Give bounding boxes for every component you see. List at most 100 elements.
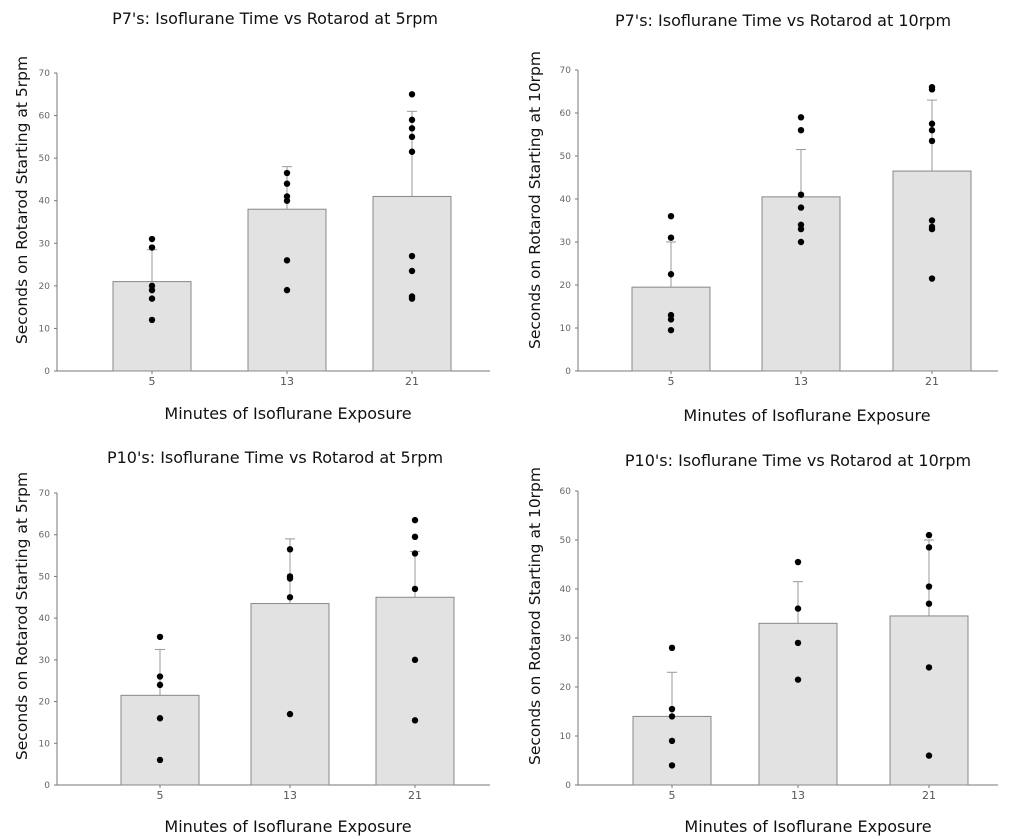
x-axis-label: Minutes of Isoflurane Exposure bbox=[164, 404, 411, 423]
data-point bbox=[797, 114, 805, 121]
data-point bbox=[283, 169, 291, 177]
chart-title: P10's: Isoflurane Time vs Rotarod at 10r… bbox=[625, 451, 971, 470]
data-point bbox=[668, 762, 676, 769]
bar-21 bbox=[889, 615, 969, 786]
data-point bbox=[286, 594, 294, 601]
data-point bbox=[411, 516, 419, 524]
data-point bbox=[667, 326, 675, 334]
data-point bbox=[667, 213, 675, 220]
data-point bbox=[797, 127, 805, 134]
data-point bbox=[148, 295, 156, 302]
data-point bbox=[286, 575, 294, 582]
data-point bbox=[928, 225, 936, 233]
x-tick-label: 21 bbox=[408, 789, 422, 802]
y-tick-label: 0 bbox=[565, 367, 571, 377]
data-point bbox=[156, 715, 164, 722]
data-point bbox=[925, 531, 933, 539]
data-point bbox=[408, 116, 416, 124]
data-point bbox=[667, 271, 675, 278]
data-point bbox=[411, 717, 419, 724]
y-tick-label: 40 bbox=[560, 195, 572, 205]
data-point bbox=[156, 673, 164, 680]
y-tick-label: 20 bbox=[560, 281, 572, 291]
chart-title: P7's: Isoflurane Time vs Rotarod at 10rp… bbox=[615, 11, 951, 30]
data-point bbox=[148, 235, 156, 243]
data-point bbox=[286, 546, 294, 553]
y-tick-label: 30 bbox=[39, 239, 51, 249]
data-point bbox=[283, 286, 291, 294]
data-point bbox=[797, 238, 805, 246]
data-point bbox=[667, 316, 675, 323]
y-axis-label: Seconds on Rotarod Starting at 10rpm bbox=[526, 467, 544, 765]
x-tick-label: 13 bbox=[280, 375, 294, 388]
bar-21 bbox=[375, 596, 455, 786]
data-point bbox=[283, 257, 291, 264]
y-tick-label: 10 bbox=[560, 732, 572, 742]
bar-21 bbox=[892, 170, 972, 372]
data-point bbox=[411, 533, 419, 540]
x-axis-label: Minutes of Isoflurane Exposure bbox=[683, 406, 930, 425]
data-point bbox=[408, 148, 416, 155]
x-tick-label: 21 bbox=[925, 375, 939, 388]
y-tick-label: 20 bbox=[39, 282, 51, 292]
data-point bbox=[928, 86, 936, 93]
chart-p10-5rpm-svg: P10's: Isoflurane Time vs Rotarod at 5rp… bbox=[13, 448, 490, 836]
y-tick-label: 10 bbox=[39, 739, 51, 749]
data-point bbox=[283, 197, 291, 204]
y-tick-label: 30 bbox=[560, 634, 572, 644]
bar-5 bbox=[112, 281, 192, 372]
data-point bbox=[794, 605, 802, 612]
x-tick-label: 13 bbox=[283, 789, 297, 802]
data-point bbox=[797, 204, 805, 211]
data-point bbox=[928, 137, 936, 145]
data-point bbox=[408, 133, 416, 141]
data-point bbox=[668, 644, 676, 651]
data-point bbox=[148, 286, 156, 294]
data-point bbox=[408, 267, 416, 275]
bar-5 bbox=[632, 715, 712, 786]
data-point bbox=[408, 252, 416, 260]
x-axis-label: Minutes of Isoflurane Exposure bbox=[164, 817, 411, 836]
y-tick-label: 0 bbox=[44, 781, 50, 791]
data-point bbox=[925, 600, 933, 607]
y-tick-label: 70 bbox=[39, 489, 51, 499]
x-tick-label: 21 bbox=[405, 375, 419, 388]
bar-21 bbox=[372, 195, 452, 372]
y-tick-label: 10 bbox=[560, 324, 572, 334]
bar-13 bbox=[250, 603, 330, 786]
x-tick-label: 13 bbox=[794, 375, 808, 388]
data-point bbox=[928, 120, 936, 127]
data-point bbox=[668, 705, 676, 713]
y-tick-label: 70 bbox=[560, 66, 572, 76]
y-tick-label: 0 bbox=[565, 781, 571, 791]
data-point bbox=[411, 550, 419, 557]
bar-13 bbox=[758, 622, 838, 786]
bar-5 bbox=[120, 694, 200, 786]
chart-p7-5rpm: P7's: Isoflurane Time vs Rotarod at 5rpm… bbox=[0, 0, 500, 430]
data-point bbox=[283, 180, 291, 187]
x-axis-label: Minutes of Isoflurane Exposure bbox=[684, 817, 931, 836]
y-tick-label: 50 bbox=[560, 536, 572, 546]
data-point bbox=[925, 664, 933, 671]
data-point bbox=[667, 234, 675, 241]
y-tick-label: 30 bbox=[39, 656, 51, 666]
y-axis-label: Seconds on Rotarod Starting at 5rpm bbox=[13, 472, 31, 760]
data-point bbox=[156, 681, 164, 689]
data-point bbox=[794, 676, 802, 683]
data-point bbox=[408, 295, 416, 302]
y-tick-label: 40 bbox=[39, 614, 51, 624]
data-point bbox=[668, 713, 676, 720]
data-point bbox=[408, 91, 416, 98]
data-point bbox=[797, 225, 805, 233]
data-point bbox=[286, 710, 294, 718]
data-point bbox=[668, 737, 676, 745]
data-point bbox=[156, 633, 164, 641]
y-tick-label: 60 bbox=[560, 109, 572, 119]
x-tick-label: 5 bbox=[149, 375, 156, 388]
y-tick-label: 60 bbox=[39, 531, 51, 541]
y-tick-label: 20 bbox=[560, 683, 572, 693]
y-tick-label: 70 bbox=[39, 69, 51, 79]
data-point bbox=[797, 191, 805, 198]
x-tick-label: 5 bbox=[157, 789, 164, 802]
